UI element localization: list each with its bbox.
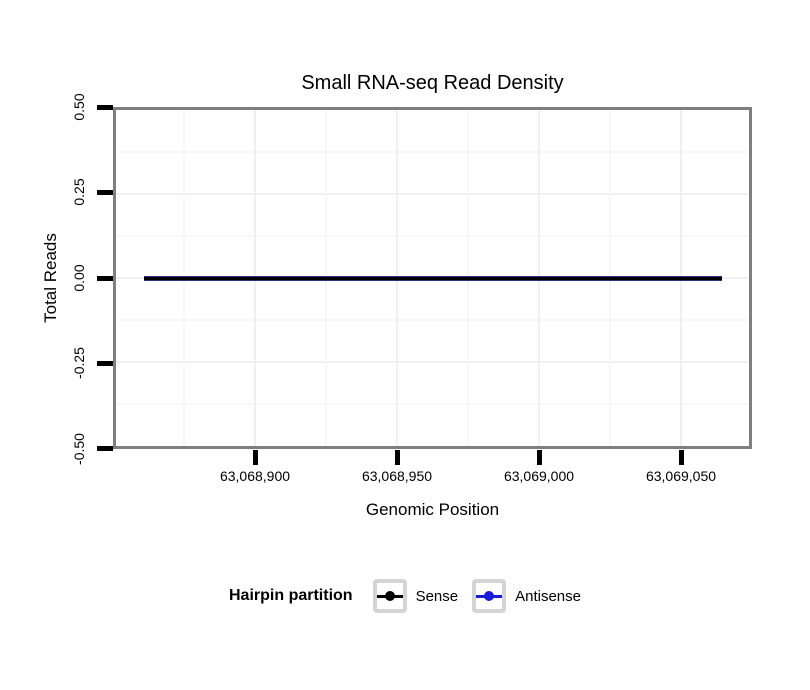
x-tick-label: 63,069,000 — [503, 468, 575, 484]
x-tick — [395, 450, 400, 465]
x-tick-label: 63,069,050 — [645, 468, 717, 484]
y-tick-label: 0.25 — [71, 178, 87, 206]
legend-label-antisense: Antisense — [515, 587, 581, 605]
y-tick-label: 0.50 — [71, 93, 87, 121]
legend: Hairpin partition Sense Antisense — [0, 579, 810, 613]
legend-entry-sense: Sense — [372, 579, 459, 613]
legend-label-sense: Sense — [415, 587, 459, 605]
y-tick — [97, 361, 113, 366]
gridline-major-h — [116, 193, 749, 195]
antisense-key-icon — [472, 579, 507, 613]
gridline-minor-h — [116, 319, 749, 321]
y-tick — [97, 190, 113, 195]
gridline-minor-h — [116, 403, 749, 405]
x-tick-label: 63,068,950 — [361, 468, 433, 484]
legend-entry-antisense: Antisense — [472, 579, 581, 613]
y-tick — [97, 276, 113, 281]
plot-panel — [113, 107, 752, 449]
read-density-line — [144, 276, 722, 281]
gridline-minor-h — [116, 151, 749, 153]
y-tick — [97, 446, 113, 451]
x-axis-title: Genomic Position — [365, 500, 500, 519]
x-tick-label: 63,068,900 — [219, 468, 291, 484]
y-tick-label: -0.50 — [71, 433, 87, 465]
plot-title: Small RNA-seq Read Density — [301, 72, 564, 94]
antisense-dot-glyph — [484, 591, 495, 601]
sense-dot-glyph — [384, 591, 395, 601]
sense-key-icon — [372, 579, 407, 613]
legend-title: Hairpin partition — [229, 587, 353, 604]
x-tick — [253, 450, 258, 465]
y-tick-label: -0.25 — [71, 347, 87, 379]
y-tick — [97, 105, 113, 110]
x-tick — [537, 450, 542, 465]
y-tick-label: 0.00 — [71, 264, 87, 292]
gridline-minor-h — [116, 235, 749, 237]
y-axis-title: Total Reads — [41, 233, 60, 323]
gridline-major-h — [116, 361, 749, 363]
x-tick — [679, 450, 684, 465]
